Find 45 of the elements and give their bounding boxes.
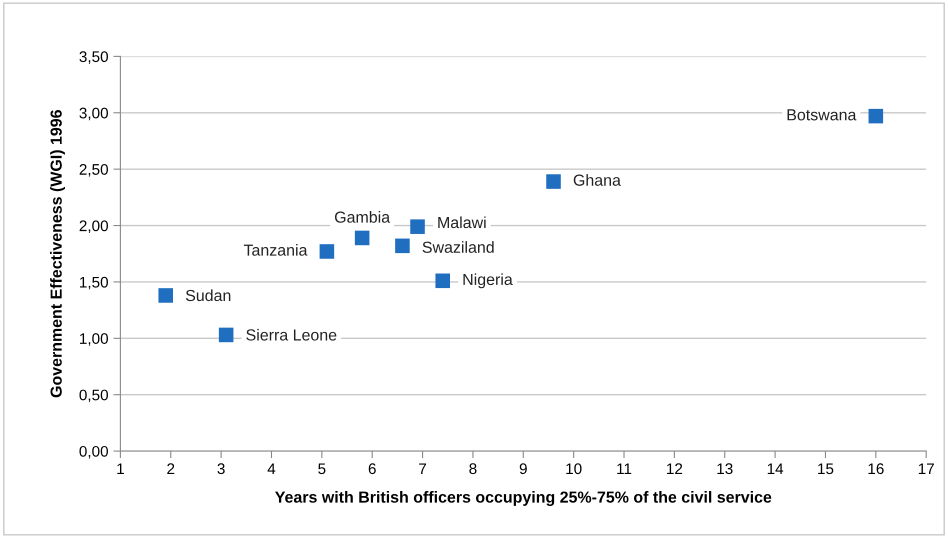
x-tick-label: 16	[868, 463, 884, 474]
x-tick-label: 15	[818, 463, 834, 474]
x-axis-title: Years with British officers occupying 25%-75% of the civil service	[275, 491, 772, 506]
annotation: Botswana	[788, 109, 856, 120]
y-tick-label: 1,50	[80, 276, 108, 290]
x-tick-label: 17	[918, 463, 934, 474]
x-tick-label: 11	[617, 463, 632, 474]
annotation: Sierra Leone	[246, 328, 336, 341]
annotation: Nigeria	[463, 273, 513, 288]
point	[158, 288, 174, 303]
annotation: Ghana	[574, 174, 621, 186]
y-tick-label: 2,50	[80, 164, 108, 177]
x-tick-label: 13	[717, 463, 733, 474]
x-tick-label: 4	[268, 463, 276, 474]
x-tick-label: 6	[368, 463, 376, 474]
y-tick-label: 0,50	[79, 390, 108, 402]
x-tick-label: 2	[167, 463, 174, 474]
y-tick-label: 1,00	[80, 333, 108, 346]
point	[435, 274, 450, 288]
annotation: Swaziland	[422, 241, 494, 253]
x-tick-label: 12	[667, 463, 682, 474]
y-tick-label: 2,00	[80, 220, 108, 234]
point	[354, 230, 370, 246]
point	[546, 174, 561, 189]
point	[320, 244, 334, 259]
y-tick-label: 3,50	[79, 51, 108, 64]
point	[410, 219, 425, 234]
x-tick-label: 10	[566, 463, 582, 474]
x-tick-label: 1	[117, 463, 124, 474]
annotation: Tanzania	[244, 244, 308, 256]
annotation: Gambia	[334, 211, 390, 223]
y-axis-title: Government Effectiveness (WGI) 1996	[50, 110, 65, 398]
y-tick-label: 3,00	[79, 108, 108, 120]
x-tick-label: 9	[520, 463, 527, 474]
y-tick-label: 0,00	[79, 446, 108, 459]
annotation: Malawi	[438, 216, 486, 228]
x-tick-label: 8	[469, 463, 477, 474]
x-tick-label: 5	[318, 463, 326, 474]
x-tick-label: 14	[768, 463, 784, 474]
point	[218, 328, 234, 342]
point	[395, 238, 410, 254]
annotation: Sudan	[186, 289, 230, 302]
x-tick-label: 7	[419, 463, 426, 474]
point	[868, 108, 884, 124]
x-tick-label: 3	[217, 463, 225, 474]
